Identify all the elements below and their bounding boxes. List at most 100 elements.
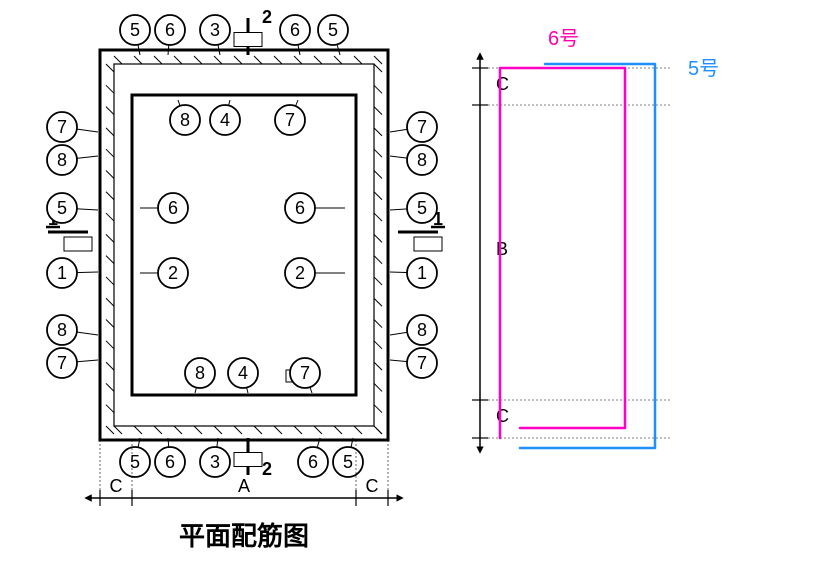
tick — [174, 56, 182, 64]
callout-num: 1 — [57, 263, 67, 283]
tick — [374, 298, 382, 306]
callout-num: 8 — [57, 320, 67, 340]
dim-label: A — [238, 476, 250, 496]
tick — [374, 64, 382, 72]
callout-num: 5 — [130, 452, 140, 472]
callout-num: 7 — [300, 363, 310, 383]
tick — [106, 277, 114, 285]
tick — [106, 170, 114, 178]
tick — [114, 426, 122, 434]
tick — [106, 426, 114, 434]
section-flag — [64, 237, 92, 251]
callout-num: 5 — [130, 20, 140, 40]
section-label: 2 — [262, 7, 272, 27]
callout-num: 6 — [290, 20, 300, 40]
tick — [274, 426, 282, 434]
tick — [374, 234, 382, 242]
tick — [254, 426, 262, 434]
callout-num: 5 — [328, 20, 338, 40]
callout-num: 3 — [210, 20, 220, 40]
tick — [154, 56, 162, 64]
tick — [106, 256, 114, 264]
tick — [374, 426, 382, 434]
dim-label: C — [496, 406, 509, 426]
tick — [294, 426, 302, 434]
plan-title: 平面配筋图 — [179, 521, 309, 551]
tick — [374, 256, 382, 264]
bar6 — [500, 68, 625, 438]
tick — [314, 56, 322, 64]
tick — [106, 362, 114, 370]
callout-num: 7 — [417, 353, 427, 373]
right-detail: C B C 6号 5号 — [472, 28, 719, 450]
callout-num: 7 — [285, 110, 295, 130]
tick — [106, 128, 114, 136]
callout-num: 5 — [417, 198, 427, 218]
tick — [354, 56, 362, 64]
callout-num: 6 — [308, 452, 318, 472]
callout-num: 8 — [417, 150, 427, 170]
tick — [114, 56, 122, 64]
callout-num: 2 — [295, 263, 305, 283]
tick — [106, 85, 114, 93]
callout-num: 1 — [417, 263, 427, 283]
tick — [106, 341, 114, 349]
tick — [106, 149, 114, 157]
callout-num: 8 — [417, 320, 427, 340]
tick — [274, 56, 282, 64]
tick — [174, 426, 182, 434]
section-flag — [414, 237, 442, 251]
tick — [374, 85, 382, 93]
tick — [314, 426, 322, 434]
tick — [374, 56, 382, 64]
dim-label: B — [496, 239, 508, 259]
callout-num: 5 — [343, 452, 353, 472]
tick — [214, 426, 222, 434]
dim-label: C — [110, 476, 123, 496]
section-flag — [234, 33, 262, 47]
bar-label: 6号 — [548, 28, 579, 50]
tick — [374, 320, 382, 328]
callout-num: 7 — [57, 353, 67, 373]
tick — [374, 107, 382, 115]
dim-label: C — [496, 74, 509, 94]
tick — [106, 107, 114, 115]
tick — [374, 362, 382, 370]
callout-num: 7 — [57, 117, 67, 137]
callout-num: 6 — [168, 198, 178, 218]
callout-num: 8 — [57, 150, 67, 170]
tick — [374, 213, 382, 221]
callout-num: 6 — [295, 198, 305, 218]
tick — [106, 234, 114, 242]
tick — [294, 56, 302, 64]
callout-num: 8 — [195, 363, 205, 383]
diagram-canvas: 221156365847785187626278518784756365CAC平… — [0, 0, 838, 566]
tick — [374, 170, 382, 178]
tick — [374, 405, 382, 413]
callout-num: 7 — [417, 117, 427, 137]
bar-label: 5号 — [688, 58, 719, 80]
tick — [374, 192, 382, 200]
tick — [106, 213, 114, 221]
tick — [374, 128, 382, 136]
bar5 — [520, 64, 655, 448]
callout-num: 6 — [165, 452, 175, 472]
tick — [194, 56, 202, 64]
dim-label: C — [366, 476, 379, 496]
tick — [354, 426, 362, 434]
tick — [374, 341, 382, 349]
callout-num: 3 — [210, 452, 220, 472]
tick — [106, 320, 114, 328]
tick — [234, 426, 242, 434]
plan-view: 221156365847785187626278518784756365CAC平… — [46, 7, 445, 551]
callout-num: 8 — [180, 110, 190, 130]
tick — [154, 426, 162, 434]
tick — [106, 405, 114, 413]
inner-opening — [132, 95, 356, 395]
callout-num: 6 — [165, 20, 175, 40]
tick — [214, 56, 222, 64]
tick — [134, 426, 142, 434]
tick — [194, 426, 202, 434]
tick — [334, 56, 342, 64]
tick — [374, 149, 382, 157]
